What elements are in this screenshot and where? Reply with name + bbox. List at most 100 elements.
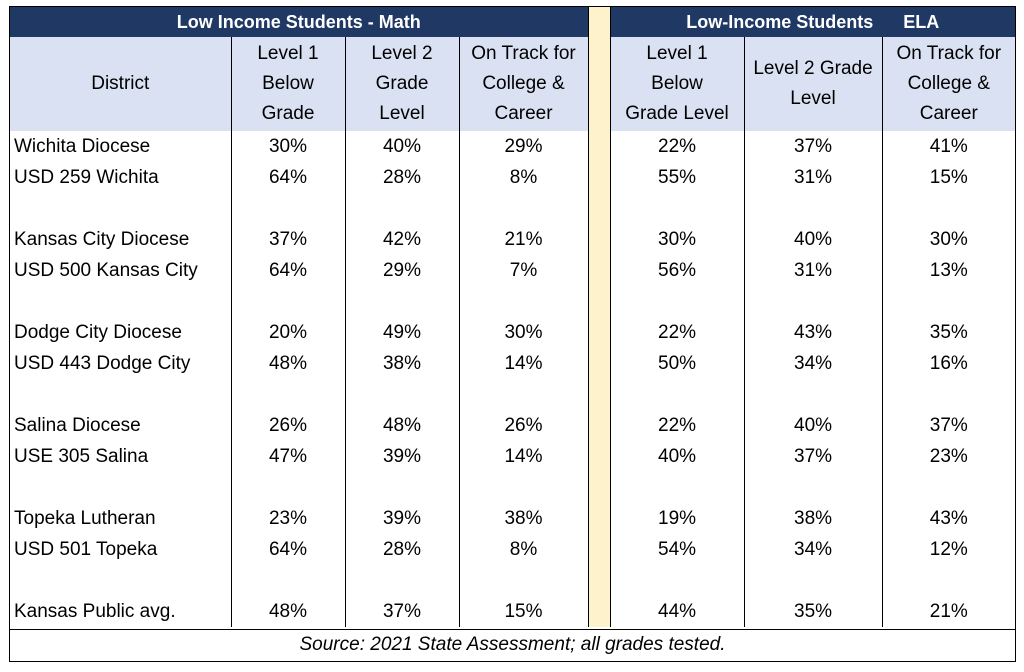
math-level2-cell: 39% bbox=[345, 503, 460, 534]
ela-level2-cell: 37% bbox=[744, 131, 883, 162]
assessment-table: Low Income Students - Math Low-Income St… bbox=[10, 7, 1016, 627]
section-separator bbox=[587, 410, 611, 441]
math-level2-cell: 48% bbox=[345, 410, 460, 441]
district-cell: USD 259 Wichita bbox=[10, 162, 232, 193]
ela-level1-cell: 40% bbox=[610, 441, 745, 472]
math-ontrack-header: On Track for College & Career bbox=[459, 37, 589, 131]
empty-cell bbox=[882, 286, 1015, 317]
math-ontrack-cell: 14% bbox=[459, 348, 589, 379]
spacer-row bbox=[10, 565, 1015, 596]
section-separator bbox=[587, 441, 611, 472]
district-cell: USE 305 Salina bbox=[10, 441, 232, 472]
ela-level2-cell: 31% bbox=[744, 255, 883, 286]
section-separator bbox=[587, 596, 611, 627]
math-level1-cell: 48% bbox=[231, 596, 346, 627]
ela-level2-cell: 34% bbox=[744, 534, 883, 565]
empty-cell bbox=[345, 472, 460, 503]
empty-cell bbox=[744, 379, 883, 410]
empty-cell bbox=[610, 193, 745, 224]
section-separator bbox=[587, 7, 611, 37]
source-note: Source: 2021 State Assessment; all grade… bbox=[10, 629, 1015, 661]
section-separator bbox=[587, 131, 611, 162]
empty-cell bbox=[10, 286, 232, 317]
ela-level1-header: Level 1 Below Grade Level bbox=[610, 37, 745, 131]
ela-ontrack-header: On Track for College & Career bbox=[882, 37, 1016, 131]
ela-level2-cell: 40% bbox=[744, 224, 883, 255]
ela-level1-cell: 22% bbox=[610, 317, 745, 348]
table-row: USD 259 Wichita 64% 28% 8% 55% 31% 15% bbox=[10, 162, 1015, 193]
empty-cell bbox=[231, 379, 346, 410]
section-separator bbox=[587, 224, 611, 255]
spacer-row bbox=[10, 379, 1015, 410]
district-header: District bbox=[10, 37, 232, 131]
math-level2-cell: 28% bbox=[345, 534, 460, 565]
district-cell: Kansas Public avg. bbox=[10, 596, 232, 627]
section-separator bbox=[587, 255, 611, 286]
empty-cell bbox=[345, 286, 460, 317]
ela-ontrack-cell: 13% bbox=[929, 259, 968, 281]
math-level2-cell: 38% bbox=[345, 348, 460, 379]
ela-level1-cell: 44% bbox=[610, 596, 745, 627]
section-separator bbox=[587, 317, 611, 348]
district-cell: USD 500 Kansas City bbox=[10, 255, 232, 286]
math-level2-cell: 49% bbox=[345, 317, 460, 348]
empty-cell bbox=[610, 379, 745, 410]
empty-cell bbox=[882, 472, 1015, 503]
math-level1-cell: 26% bbox=[231, 410, 346, 441]
empty-cell bbox=[231, 472, 346, 503]
section-separator bbox=[587, 193, 611, 224]
empty-cell bbox=[459, 286, 589, 317]
math-level1-cell: 23% bbox=[231, 503, 346, 534]
math-level2-cell: 40% bbox=[345, 131, 460, 162]
empty-cell bbox=[459, 193, 589, 224]
math-level1-cell: 37% bbox=[231, 224, 346, 255]
empty-cell bbox=[882, 565, 1015, 596]
empty-cell bbox=[610, 472, 745, 503]
math-ontrack-cell: 29% bbox=[459, 131, 589, 162]
district-cell: USD 443 Dodge City bbox=[10, 348, 232, 379]
math-ontrack-cell: 15% bbox=[459, 596, 589, 627]
ela-level1-cell: 22% bbox=[610, 410, 745, 441]
math-section-title: Low Income Students - Math bbox=[10, 7, 589, 37]
table-row: USE 305 Salina 47% 39% 14% 40% 37% 23% bbox=[10, 441, 1015, 472]
ela-ontrack-cell: 35% bbox=[929, 321, 968, 343]
ela-ontrack-cell: 16% bbox=[929, 352, 968, 374]
empty-cell bbox=[610, 286, 745, 317]
ela-ontrack-cell: 21% bbox=[929, 600, 968, 622]
math-level1-cell: 64% bbox=[231, 255, 346, 286]
math-ontrack-cell: 7% bbox=[459, 255, 589, 286]
ela-level1-cell: 19% bbox=[610, 503, 745, 534]
math-level2-cell: 42% bbox=[345, 224, 460, 255]
data-table-frame: Low Income Students - Math Low-Income St… bbox=[9, 6, 1016, 662]
math-level1-cell: 47% bbox=[231, 441, 346, 472]
district-cell: Salina Diocese bbox=[10, 410, 232, 441]
ela-level1-cell: 54% bbox=[610, 534, 745, 565]
math-level1-cell: 20% bbox=[231, 317, 346, 348]
math-ontrack-cell: 8% bbox=[459, 534, 589, 565]
ela-level1-cell: 55% bbox=[610, 162, 745, 193]
district-cell: Dodge City Diocese bbox=[10, 317, 232, 348]
empty-cell bbox=[10, 379, 232, 410]
table-row: USD 501 Topeka 64% 28% 8% 54% 34% 12% bbox=[10, 534, 1015, 565]
empty-cell bbox=[459, 565, 589, 596]
ela-section-title: Low-Income Students ELA bbox=[610, 7, 1016, 37]
empty-cell bbox=[610, 565, 745, 596]
empty-cell bbox=[744, 286, 883, 317]
empty-cell bbox=[231, 193, 346, 224]
ela-level1-cell: 22% bbox=[610, 131, 745, 162]
ela-level1-cell: 30% bbox=[610, 224, 745, 255]
table-row: USD 500 Kansas City 64% 29% 7% 56% 31% 13% bbox=[10, 255, 1015, 286]
empty-cell bbox=[744, 193, 883, 224]
table-row: USD 443 Dodge City 48% 38% 14% 50% 34% 16% bbox=[10, 348, 1015, 379]
empty-cell bbox=[459, 472, 589, 503]
section-separator bbox=[587, 348, 611, 379]
math-level2-cell: 29% bbox=[345, 255, 460, 286]
section-separator bbox=[587, 534, 611, 565]
empty-cell bbox=[744, 472, 883, 503]
math-ontrack-cell: 14% bbox=[459, 441, 589, 472]
ela-level2-cell: 43% bbox=[744, 317, 883, 348]
district-cell: Wichita Diocese bbox=[10, 131, 232, 162]
ela-level2-header: Level 2 Grade Level bbox=[744, 37, 883, 131]
section-separator bbox=[587, 472, 611, 503]
empty-cell bbox=[882, 193, 1015, 224]
